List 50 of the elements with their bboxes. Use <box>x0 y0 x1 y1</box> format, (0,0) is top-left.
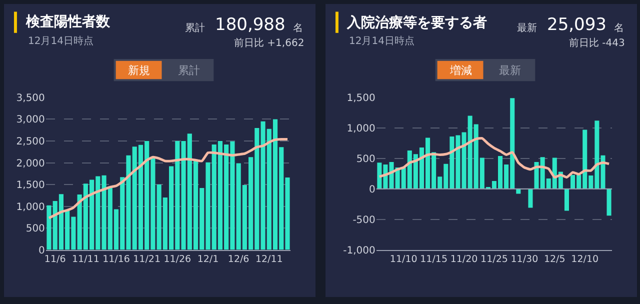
text: 180,988 <box>215 15 286 35</box>
y-tick-label: 2,000 <box>16 158 45 170</box>
x-tick-label: 12/5 <box>544 254 566 266</box>
y-tick-label: 0 <box>369 184 376 196</box>
y-tick-label: 0 <box>38 245 45 256</box>
chart-subtitle: 12月14日時点 <box>28 35 94 47</box>
text: 25,093 <box>547 15 606 35</box>
x-tick-label: 11/26 <box>164 254 192 266</box>
x-tick-label: 11/25 <box>480 254 508 266</box>
x-tick-label: 11/20 <box>450 254 478 266</box>
x-tick-label: 12/6 <box>228 254 250 266</box>
line-series <box>48 138 289 220</box>
text: 累計 <box>178 64 200 77</box>
y-tick-label: 1,000 <box>16 202 45 213</box>
line-series <box>378 137 610 179</box>
x-tick-label: 11/15 <box>420 254 448 266</box>
y-tick-label: 2,500 <box>16 136 45 148</box>
x-tick-label: 11/10 <box>390 254 418 266</box>
y-tick-label: 3,500 <box>16 92 45 104</box>
y-tick-label: 1,000 <box>346 123 376 134</box>
x-tick-label: 11/6 <box>44 254 66 266</box>
bar <box>606 188 612 216</box>
bar <box>564 188 569 211</box>
y-tick-label: 3,000 <box>16 114 45 126</box>
bar <box>528 188 533 208</box>
x-tick-label: 11/30 <box>510 254 538 266</box>
chart-title: 入院治療等を要する者 <box>346 14 487 31</box>
x-tick-label: 11/21 <box>133 254 161 266</box>
chart-subtitle: 12月14日時点 <box>349 35 414 47</box>
x-tick-label: 12/10 <box>571 254 599 266</box>
text: 累計 <box>185 22 205 34</box>
text: 増減 <box>449 64 472 77</box>
x-tick-label: 11/16 <box>102 254 130 266</box>
text: 名 <box>293 22 303 34</box>
y-tick-label: -500 <box>352 214 376 226</box>
y-tick-label: 1,500 <box>346 92 376 104</box>
x-tick-label: 11/11 <box>72 254 100 266</box>
chart-title: 検査陽性者数 <box>25 14 111 30</box>
x-tick-label: 12/11 <box>255 254 283 266</box>
text: 最新 <box>499 64 521 77</box>
text: 最新 <box>517 22 537 34</box>
text: 名 <box>614 22 624 34</box>
text: 前日比 -443 <box>569 37 625 49</box>
y-tick-label: 500 <box>356 154 376 165</box>
y-tick-label: 500 <box>26 224 45 235</box>
x-tick-label: 12/1 <box>197 254 219 266</box>
text: 新規 <box>128 64 150 77</box>
text: 前日比 +1,662 <box>234 37 304 49</box>
y-tick-label: 1,500 <box>16 180 45 192</box>
y-tick-label: -1,000 <box>343 245 376 256</box>
